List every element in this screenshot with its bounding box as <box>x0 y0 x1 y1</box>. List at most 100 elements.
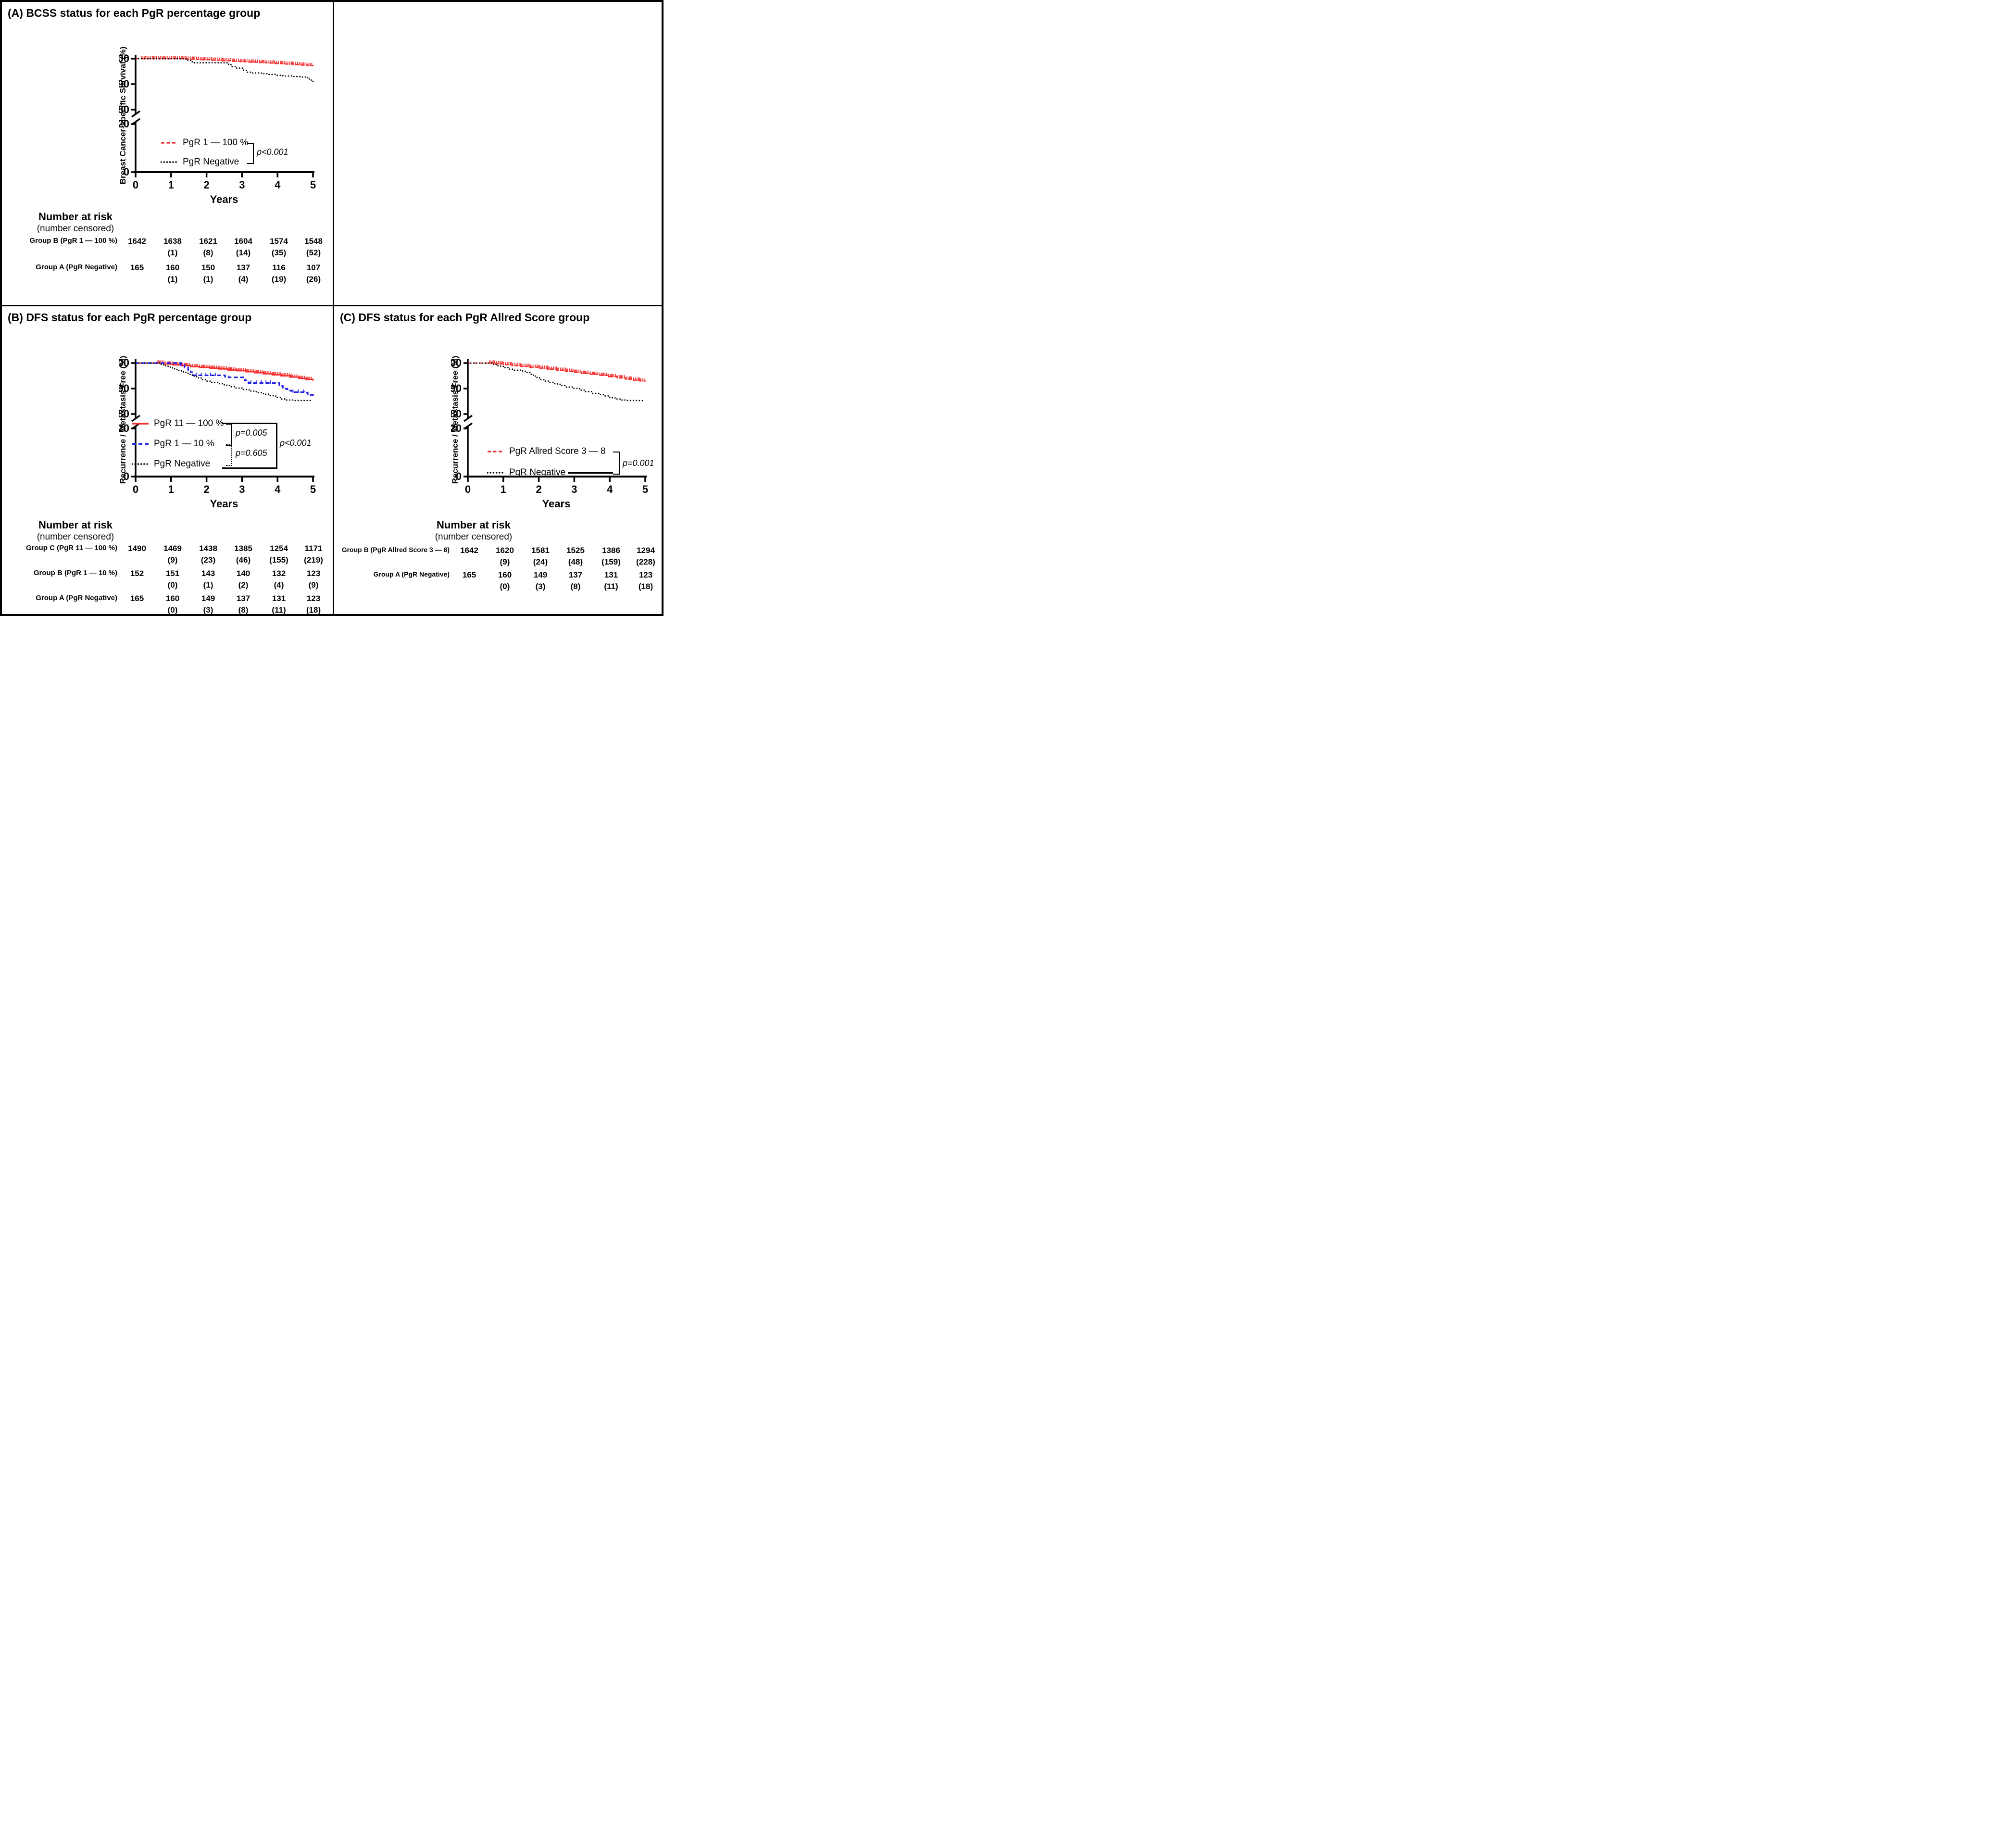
km-curve-1 <box>467 362 646 402</box>
x-tick-label: 2 <box>536 483 541 495</box>
x-tick-label: 0 <box>133 483 138 495</box>
pvalue-label: p=0.001 <box>623 458 654 468</box>
legend-item-label: PgR Allred Score 3 — 8 <box>509 446 606 456</box>
censored-count: (48) <box>568 557 583 566</box>
risk-count: 143 <box>201 569 215 578</box>
risk-count: 1642 <box>128 237 146 246</box>
pvalue-bracket-bottom-dotted <box>226 444 232 466</box>
km-curve-1 <box>135 58 314 83</box>
blue-dashed-line-sample <box>132 443 149 445</box>
risk-table-heading: Number at risk <box>38 519 113 531</box>
red-dashed-line-sample <box>488 451 504 453</box>
black-dotted-line-sample <box>132 463 149 465</box>
risk-count: 160 <box>165 594 180 603</box>
risk-count: 160 <box>498 570 512 579</box>
risk-count: 1642 <box>460 546 478 555</box>
black-dotted-line-sample <box>161 161 178 163</box>
legend-item-label: PgR Negative <box>509 467 566 478</box>
censored-count: (1) <box>203 580 213 590</box>
panel-a-legend: PgR 1 — 100 % PgR Negative p<0.001 <box>161 136 329 181</box>
panel-b-legend: PgR 11 — 100 % PgR 1 — 10 % PgR Negative… <box>132 417 331 472</box>
x-tick-label: 5 <box>310 483 316 495</box>
x-tick-label: 1 <box>168 179 174 191</box>
risk-group-label: Group B (PgR Allred Score 3 — 8) <box>341 546 450 553</box>
risk-count: 152 <box>130 569 144 578</box>
risk-count: 1294 <box>637 546 655 555</box>
axis-break-mark <box>131 415 141 422</box>
risk-count: 1548 <box>304 237 323 246</box>
legend-item: PgR 1 — 100 % <box>161 137 248 149</box>
risk-count: 123 <box>306 569 321 578</box>
risk-count: 1620 <box>496 546 514 555</box>
risk-count: 123 <box>639 570 653 579</box>
risk-group-label: Group A (PgR Negative) <box>36 263 117 271</box>
censored-count: (1) <box>203 275 213 284</box>
panel-c-title: (C) DFS status for each PgR Allred Score… <box>340 311 590 324</box>
panel-divider-horizontal <box>2 305 662 306</box>
risk-count: 1469 <box>163 544 182 553</box>
legend-item: PgR Allred Score 3 — 8 <box>487 446 606 457</box>
pvalue-label: p=0.005 <box>236 428 267 438</box>
censored-count: (0) <box>167 605 178 615</box>
risk-table-heading: Number at risk <box>436 519 511 531</box>
pvalue-label: p=0.605 <box>236 448 267 458</box>
censored-count: (9) <box>167 555 178 565</box>
risk-count: 137 <box>236 263 250 272</box>
pvalue-bracket <box>247 143 254 164</box>
legend-item: PgR Negative <box>161 156 239 168</box>
legend-item: PgR Negative <box>132 458 210 470</box>
panel-b-x-axis-label: Years <box>210 498 238 510</box>
y-tick-label: 80 <box>119 103 129 115</box>
y-tick-label: 20 <box>119 118 129 130</box>
censored-count: (0) <box>167 580 178 590</box>
censored-count: (1) <box>167 275 178 284</box>
risk-group-label: Group B (PgR 1 — 100 %) <box>29 237 117 245</box>
y-tick-label: 90 <box>119 382 129 394</box>
overall-pvalue-bracket <box>222 423 277 469</box>
y-tick-label: 20 <box>119 422 129 434</box>
risk-group-label: Group A (PgR Negative) <box>36 594 117 602</box>
censored-count: (23) <box>200 555 216 565</box>
risk-count: 131 <box>272 594 286 603</box>
legend-connector-line <box>568 472 613 474</box>
risk-count: 1438 <box>199 544 217 553</box>
black-dotted-line-sample <box>487 472 504 474</box>
censored-count: (52) <box>306 248 321 257</box>
risk-count: 149 <box>201 594 215 603</box>
risk-table: Group B (PgR Allred Score 3 — 8) 1642 1620… <box>334 306 662 614</box>
pvalue-bracket-top <box>226 424 232 446</box>
censored-count: (9) <box>308 580 319 590</box>
censored-count: (2) <box>238 580 249 590</box>
y-tick-label: 20 <box>451 422 462 434</box>
risk-count: 137 <box>568 570 583 579</box>
censored-count: (11) <box>604 582 618 591</box>
risk-table-subheading: (number censored) <box>37 224 114 234</box>
panel-a: (A) BCSS status for each PgR percentage … <box>2 2 331 303</box>
red-solid-line-sample <box>132 423 149 425</box>
panel-c-legend: PgR Allred Score 3 — 8 PgR Negative p=0.… <box>487 445 661 490</box>
y-tick-label: 0 <box>124 470 129 482</box>
risk-group-label: Group C (PgR 11 — 100 %) <box>25 544 117 552</box>
risk-count: 150 <box>201 263 215 272</box>
panel-a-x-axis-label: Years <box>210 193 238 205</box>
risk-count: 165 <box>462 570 476 579</box>
censored-count: (18) <box>306 605 321 615</box>
panel-divider-vertical <box>333 2 334 614</box>
x-tick-label: 1 <box>501 483 506 495</box>
panel-c: (C) DFS status for each PgR Allred Score… <box>334 306 662 614</box>
risk-count: 1604 <box>234 237 252 246</box>
panel-b: (B) DFS status for each PgR percentage g… <box>2 306 331 615</box>
censored-count: (1) <box>167 248 178 257</box>
risk-count: 149 <box>533 570 548 579</box>
y-tick-label: 80 <box>119 408 129 420</box>
censored-count: (14) <box>236 248 251 257</box>
pvalue-bracket <box>613 452 620 475</box>
risk-group-label: Group A (PgR Negative) <box>373 570 450 578</box>
y-tick-label: 80 <box>451 408 462 420</box>
censored-count: (4) <box>274 580 284 590</box>
risk-table: Group B (PgR 1 — 100 %) 1642 1638 (1) 1621 (8… <box>2 2 331 303</box>
risk-count: 160 <box>165 263 180 272</box>
risk-count: 131 <box>604 570 618 579</box>
risk-count: 1490 <box>128 544 146 553</box>
risk-count: 165 <box>130 594 144 603</box>
